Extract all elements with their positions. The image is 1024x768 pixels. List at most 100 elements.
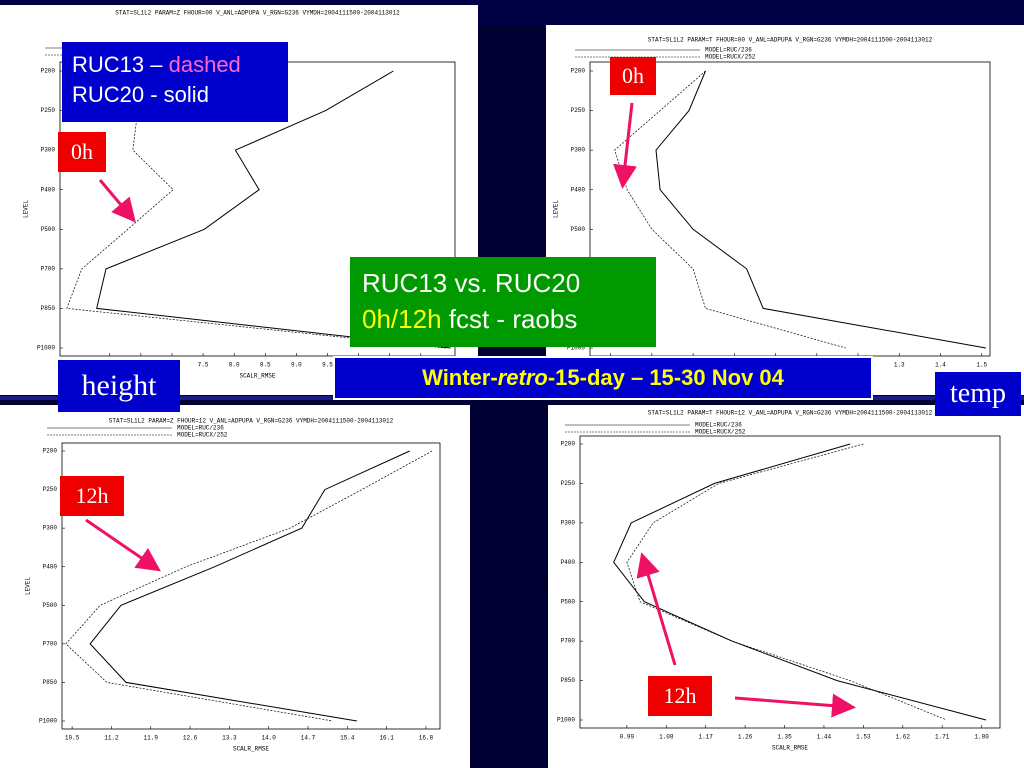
period-box: Winter-retro-15-day – 15-30 Nov 04 [333, 356, 873, 400]
label-box: height [58, 360, 180, 412]
chart-title: STAT=SL1L2 PARAM=Z FHOUR=12 V_ANL=ADPUPA… [109, 418, 394, 425]
y-axis-label: LEVEL [23, 200, 30, 218]
x-tick-label: 7.5 [198, 362, 209, 369]
x-tick-label: 11.2 [104, 735, 119, 742]
arrow [734, 693, 856, 718]
y-axis-label: LEVEL [543, 573, 550, 591]
x-tick-label: 1.4 [935, 362, 946, 369]
note-text: RUC13 – [72, 52, 163, 77]
x-axis-label: SCALR_RMSE [772, 745, 808, 752]
x-tick-label: 1.3 [894, 362, 905, 369]
y-tick-label: P250 [561, 480, 576, 487]
legend-label: MODEL=RUCX/252 [705, 54, 756, 61]
y-tick-label: P200 [571, 68, 586, 75]
x-tick-label: 8.5 [260, 362, 271, 369]
arrow [613, 102, 637, 189]
series-line [65, 450, 433, 722]
legend-note: RUC13 – dashed RUC20 - solid [62, 42, 288, 122]
y-tick-label: P850 [43, 679, 58, 686]
period-text: retro [497, 365, 548, 390]
chart-title: STAT=SL1L2 PARAM=T FHOUR=00 V_ANL=ADPUPA… [648, 37, 933, 44]
y-tick-label: P400 [571, 186, 586, 193]
legend-label: MODEL=RUCX/252 [695, 429, 746, 436]
y-tick-label: P300 [43, 525, 58, 532]
note-text: dashed [168, 52, 241, 77]
summary-box: RUC13 vs. RUC20 0h/12h fcst - raobs [350, 257, 656, 347]
x-tick-label: 9.5 [322, 362, 333, 369]
legend-label: MODEL=RUC/236 [705, 47, 752, 54]
legend-label: MODEL=RUC/236 [695, 422, 742, 429]
legend-label: MODEL=RUCX/252 [177, 432, 228, 439]
label-box: 0h [610, 57, 656, 95]
x-tick-label: 9.0 [291, 362, 302, 369]
x-tick-label: 1.53 [856, 734, 871, 741]
y-tick-label: P700 [43, 640, 58, 647]
y-tick-label: P200 [561, 441, 576, 448]
x-tick-label: 16.8 [419, 735, 434, 742]
x-tick-label: 16.1 [379, 735, 394, 742]
x-tick-label: 1.17 [698, 734, 713, 741]
y-tick-label: P1000 [557, 717, 575, 724]
y-tick-label: P500 [41, 226, 56, 233]
x-tick-label: 0.99 [620, 734, 635, 741]
summary-line: RUC13 vs. RUC20 [362, 268, 581, 298]
arrow [98, 179, 136, 223]
y-tick-label: P1000 [39, 718, 57, 725]
x-tick-label: 12.6 [183, 735, 198, 742]
series-line [89, 450, 410, 722]
series-line [614, 70, 846, 349]
x-tick-label: 1.08 [659, 734, 674, 741]
panel [548, 405, 1024, 768]
y-axis-label: LEVEL [25, 577, 32, 595]
x-axis-label: SCALR_RMSE [233, 746, 269, 753]
label-box: temp [935, 372, 1021, 416]
series-line [613, 443, 987, 721]
period-text: Winter- [422, 365, 498, 390]
series-line [626, 443, 947, 721]
y-tick-label: P300 [571, 147, 586, 154]
summary-line: 0h/12h fcst - raobs [362, 301, 644, 337]
series-line [96, 70, 451, 349]
x-tick-label: 1.62 [896, 734, 911, 741]
x-tick-label: 1.35 [777, 734, 792, 741]
y-tick-label: P500 [571, 226, 586, 233]
x-tick-label: 1.71 [935, 734, 950, 741]
panel [0, 405, 470, 768]
x-tick-label: 8.0 [229, 362, 240, 369]
x-tick-label: 1.44 [817, 734, 832, 741]
y-tick-label: P1000 [567, 345, 585, 352]
y-axis-label: LEVEL [553, 200, 560, 218]
note-text: RUC20 - solid [72, 82, 209, 107]
y-tick-label: P850 [41, 305, 56, 312]
y-tick-label: P400 [561, 559, 576, 566]
y-tick-label: P500 [43, 602, 58, 609]
legend-label: MODEL=RUC/236 [177, 425, 224, 432]
y-tick-label: P250 [43, 486, 58, 493]
y-tick-label: P700 [561, 638, 576, 645]
x-tick-label: 10.5 [65, 735, 80, 742]
y-tick-label: P700 [41, 265, 56, 272]
x-tick-label: 11.9 [144, 735, 159, 742]
y-tick-label: P250 [571, 107, 586, 114]
y-tick-label: P200 [43, 448, 58, 455]
chart-title: STAT=SL1L2 PARAM=Z FHOUR=00 V_ANL=ADPUPA… [115, 10, 400, 17]
x-axis-label: SCALR_RMSE [239, 373, 275, 380]
x-tick-label: 15.4 [340, 735, 355, 742]
summary-text: 0h/12h [362, 304, 442, 334]
arrow [85, 518, 161, 572]
y-tick-label: P250 [41, 107, 56, 114]
plot-frame [579, 435, 1001, 729]
y-tick-label: P300 [561, 519, 576, 526]
y-tick-label: P400 [43, 563, 58, 570]
x-tick-label: 1.5 [976, 362, 987, 369]
y-tick-label: P850 [561, 677, 576, 684]
summary-text: fcst - raobs [448, 304, 578, 334]
label-box: 12h [60, 476, 124, 516]
label-box: 12h [648, 676, 712, 716]
y-tick-label: P400 [41, 186, 56, 193]
y-tick-label: P200 [41, 68, 56, 75]
x-tick-label: 14.0 [261, 735, 276, 742]
x-tick-label: 14.7 [301, 735, 316, 742]
x-tick-label: 13.3 [222, 735, 237, 742]
